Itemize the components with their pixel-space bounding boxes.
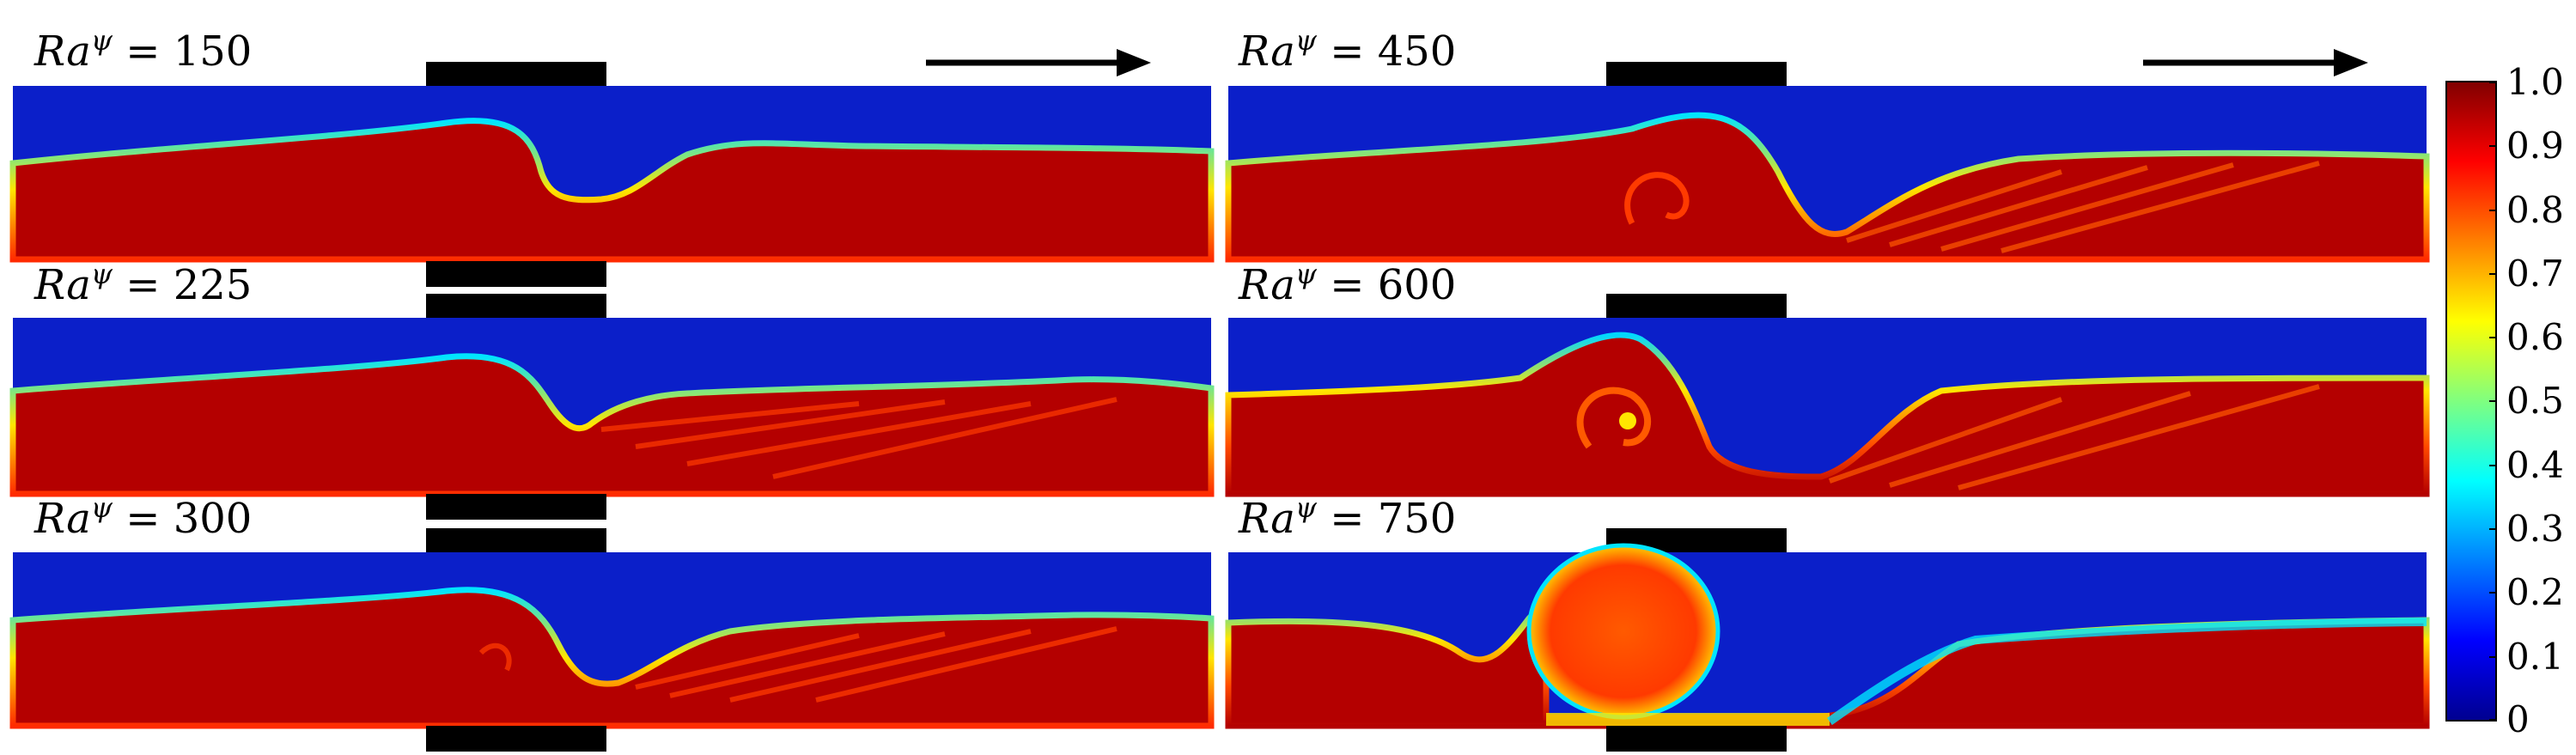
panel-label: Raψ = 450 [1238,24,1456,76]
arrow-head-icon [2334,49,2368,76]
panel-label: Raψ = 150 [33,24,252,76]
cavity-top-bar [426,62,606,88]
cavity-top-bar [1606,294,1787,320]
cavity-bottom-bar [426,261,606,287]
colorbar-ticks [2489,82,2496,721]
colorbar-tick-label: 0 [2506,698,2530,740]
arrow-head-icon [1117,49,1151,76]
colorbar-tick-label: 0.3 [2506,508,2564,550]
cavity-top-bar [426,294,606,320]
vortex-swirl [1576,387,1651,449]
fluid-interface [9,353,1215,497]
panel-label: Raψ = 750 [1238,491,1456,543]
mixing-streaks [478,626,1117,703]
fluid-interface [9,587,1215,729]
colorbar-tick-label: 0.7 [2506,253,2564,295]
plume [1827,618,2427,726]
colorbar-gradient [2445,81,2497,722]
panel-ra-300 [9,528,1215,752]
vortex-swirl [1624,172,1690,225]
bottom-layer [1546,713,1830,726]
colorbar-tick-label: 1.0 [2506,61,2564,103]
panel-label: Raψ = 300 [33,491,252,543]
colorbar-tick-label: 0.2 [2506,571,2564,613]
colorbar-tick-label: 0.1 [2506,636,2564,678]
panel-label: Raψ = 225 [33,258,252,309]
fluid-interface [9,118,1215,263]
mixing-streaks [1846,161,2320,253]
cavity-bottom-bar [1606,726,1787,752]
cavity-top-bar [1606,62,1787,88]
colorbar-tick-label: 0.6 [2506,316,2564,358]
panel-ra-750 [1225,528,2430,752]
cavity-top-bar [426,528,606,554]
vortex-core [1619,412,1636,429]
colorbar-tick-label: 0.5 [2506,380,2564,422]
mixing-streaks [1829,384,2320,490]
mixing-streaks [600,397,1117,479]
panel-ra-150 [9,62,1215,287]
panel-label: Raψ = 600 [1238,258,1456,309]
fluid-interface [1225,112,2430,263]
fluid-bubble [1526,543,1720,720]
colorbar-tick-label: 0.8 [2506,189,2564,231]
panel-ra-450 [1225,62,2430,263]
panel-ra-600 [1225,294,2430,497]
panel-ra-225 [9,294,1215,520]
flow-arrow-right [2143,49,2368,76]
cavity-bottom-bar [426,494,606,520]
fluid-interface [1225,332,2430,497]
colorbar-tick-label: 0.4 [2506,444,2564,486]
flow-arrow-left [926,49,1151,76]
colorbar-tick-label: 0.9 [2506,125,2564,167]
colorbar: 1.0 0.9 0.8 0.7 0.6 0.5 0.4 0.3 0.2 0.1 … [2445,61,2564,740]
cavity-bottom-bar [426,726,606,752]
